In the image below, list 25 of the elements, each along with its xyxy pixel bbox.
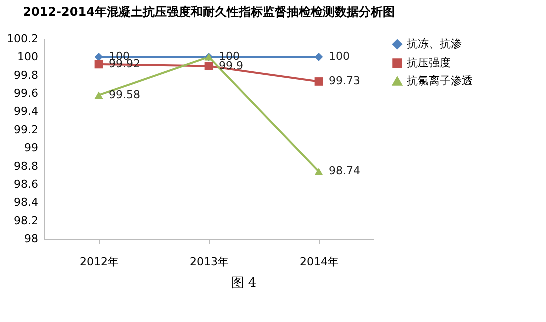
legend-label: 抗冻、抗渗 xyxy=(407,38,462,50)
y-tick-label: 99.8 xyxy=(14,68,38,82)
y-tick-label: 98.6 xyxy=(14,178,38,191)
chart-title: 2012-2014年混凝土抗压强度和耐久性指标监督抽检检测数据分析图 xyxy=(23,5,395,19)
y-tick-label: 100.2 xyxy=(7,32,38,46)
legend-label: 抗氯离子渗透 xyxy=(407,74,473,88)
y-tick-label: 98.4 xyxy=(14,196,38,210)
x-tick-label: 2012年 xyxy=(80,256,119,268)
y-tick-label: 98 xyxy=(24,232,38,246)
y-tick-label: 98.2 xyxy=(14,214,38,228)
caption: 图 4 xyxy=(231,276,257,291)
y-tick-label: 99.6 xyxy=(14,87,38,100)
data-label: 100 xyxy=(329,50,350,64)
y-tick-label: 100 xyxy=(18,50,38,64)
data-label: 99.73 xyxy=(329,74,360,88)
data-label: 98.74 xyxy=(329,164,360,178)
y-tick-label: 98.8 xyxy=(14,160,38,173)
legend-label: 抗压强度 xyxy=(407,56,451,70)
data-label: 99.58 xyxy=(109,88,140,102)
y-tick-label: 99 xyxy=(24,142,38,155)
x-tick-label: 2013年 xyxy=(190,256,229,268)
x-tick-label: 2014年 xyxy=(300,256,339,268)
y-tick-label: 99.4 xyxy=(14,105,38,118)
y-tick-label: 99.2 xyxy=(14,123,38,136)
data-label: 99.9 xyxy=(219,59,244,72)
